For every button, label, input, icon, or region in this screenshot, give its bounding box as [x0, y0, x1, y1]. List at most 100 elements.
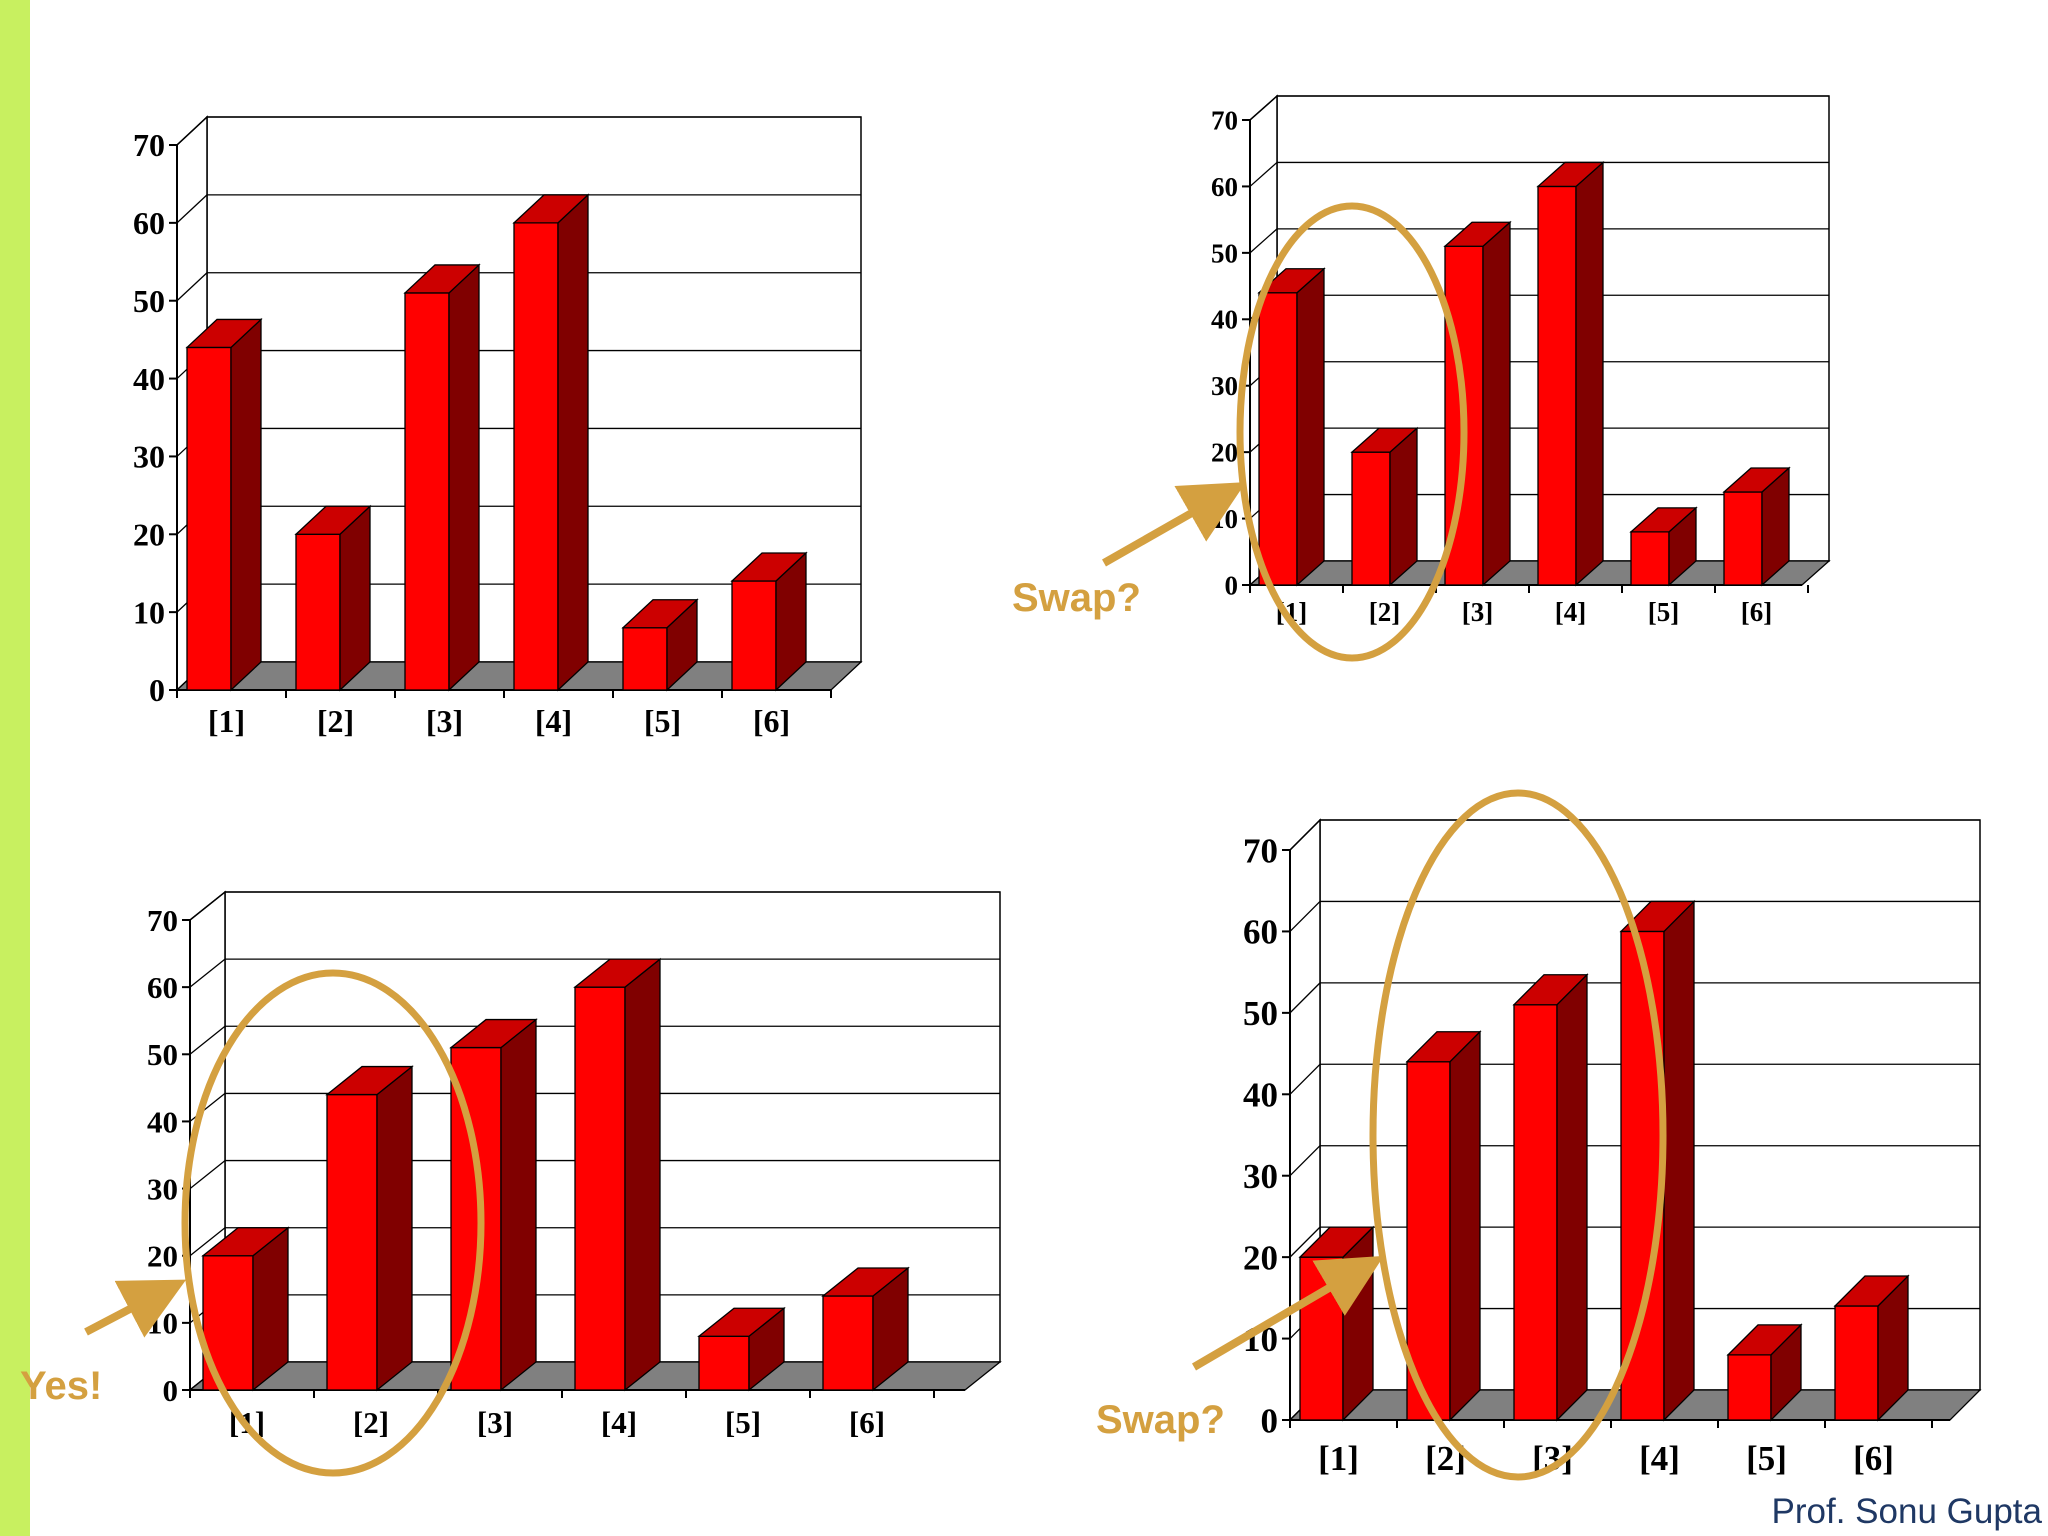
gridline-side	[1249, 161, 1278, 187]
y-tick-label: 20	[133, 516, 165, 552]
bar-side	[1296, 267, 1325, 587]
y-tick-label: 70	[133, 127, 165, 163]
bar-front	[1630, 531, 1670, 586]
bar-chart-compare-1-2: 0 10 20 30 40 50 60 70 [1] [2] [3] [4] [5] [6]	[1211, 94, 1831, 627]
bar-[2]	[1350, 426, 1419, 587]
y-tick-label: 20	[147, 1239, 178, 1274]
bar-side	[624, 957, 661, 1392]
bar-[3]	[1512, 973, 1589, 1422]
bar-front	[1351, 451, 1391, 586]
bar-top	[573, 958, 662, 988]
bar-[6]	[1833, 1274, 1910, 1422]
bar-[5]	[1629, 506, 1698, 587]
bar-top	[1722, 467, 1791, 493]
bar-[1]	[185, 317, 263, 692]
bar-[2]	[294, 504, 372, 692]
bar-front	[1258, 292, 1298, 586]
x-tick-label: [3]	[426, 703, 463, 739]
bar-front	[1444, 245, 1484, 586]
y-tick-label: 10	[147, 1306, 178, 1341]
bar-chart-original: 0 10 20 30 40 50 60 70 [1] [2] [3] [4] [5] [6]	[133, 115, 863, 739]
bar-front	[1727, 1354, 1772, 1421]
bar-side	[1663, 899, 1695, 1422]
x-tick-label: [5]	[725, 1405, 761, 1440]
y-tick-label: 40	[133, 361, 165, 397]
y-tick-label: 0	[163, 1373, 179, 1408]
bar-front	[186, 346, 232, 691]
x-tick-label: [1]	[1276, 597, 1307, 627]
y-tick-label: 10	[1211, 504, 1238, 534]
bar-[1]	[1298, 1225, 1375, 1422]
y-tick-label: 10	[133, 594, 165, 630]
y-tick-label: 20	[1243, 1238, 1278, 1277]
bar-top	[821, 1267, 910, 1297]
bar-side	[230, 317, 262, 692]
x-tick-label: [6]	[1853, 1439, 1894, 1478]
bar-[5]	[621, 598, 699, 692]
bar-front	[1834, 1305, 1879, 1421]
bar-front	[1723, 491, 1763, 586]
x-tick-label: [6]	[753, 703, 790, 739]
bar-front	[295, 533, 341, 691]
y-tick-label: 30	[1211, 371, 1238, 401]
gridline-side	[176, 116, 208, 146]
bar-front	[622, 627, 668, 691]
yes-label: Yes!	[20, 1364, 103, 1408]
gridline-side	[1289, 1226, 1321, 1258]
gridline-side	[1289, 900, 1321, 932]
bar-top	[1536, 161, 1605, 188]
bar-front	[1537, 185, 1577, 586]
bar-[6]	[1722, 466, 1791, 587]
bar-top	[294, 505, 372, 535]
y-tick-label: 50	[147, 1037, 178, 1072]
bar-top	[1726, 1324, 1803, 1356]
gridline-side	[1249, 95, 1278, 121]
y-tick-label: 0	[149, 672, 165, 708]
bar-[5]	[697, 1306, 786, 1392]
bar-front	[1299, 1256, 1344, 1421]
bar-front	[326, 1093, 378, 1391]
gridline-side	[176, 194, 208, 224]
x-tick-label: [6]	[849, 1405, 885, 1440]
bar-chart-after-swap: 0 10 20 30 40 50 60 70 [1] [2] [3] [4] [5] [6]	[147, 890, 1002, 1440]
bar-side	[339, 504, 371, 692]
y-tick-label: 10	[1243, 1320, 1278, 1359]
bar-[4]	[1619, 899, 1696, 1422]
bar-side	[1389, 426, 1418, 587]
x-tick-label: [1]	[208, 703, 245, 739]
side-accent-bar	[0, 0, 30, 1536]
gridline-side	[1289, 1063, 1321, 1095]
gridline-side	[189, 891, 226, 921]
bar-[6]	[730, 551, 808, 692]
bar-[3]	[1443, 220, 1512, 587]
x-tick-label: [1]	[229, 1405, 265, 1440]
x-tick-label: [4]	[1639, 1439, 1680, 1478]
bar-front	[574, 986, 626, 1391]
x-tick-label: [2]	[1369, 597, 1400, 627]
x-tick-label: [4]	[1555, 597, 1586, 627]
bar-front	[1620, 930, 1665, 1421]
bar-[1]	[201, 1226, 290, 1392]
swap-question-label: Swap?	[1012, 576, 1141, 620]
bar-side	[1449, 1030, 1481, 1422]
bar-top	[697, 1307, 786, 1337]
x-tick-label: [2]	[1425, 1439, 1466, 1478]
bar-top	[512, 194, 590, 224]
bar-side	[1482, 220, 1511, 587]
bar-top	[185, 318, 263, 349]
x-tick-label: [5]	[1746, 1439, 1787, 1478]
bar-top	[1629, 507, 1698, 533]
bar-top	[403, 264, 481, 294]
y-tick-label: 50	[1243, 994, 1278, 1033]
bar-front	[404, 292, 450, 691]
y-tick-label: 0	[1261, 1401, 1279, 1440]
y-tick-label: 70	[147, 903, 178, 938]
bar-[3]	[449, 1018, 538, 1392]
x-tick-label: [3]	[477, 1405, 513, 1440]
bar-[4]	[1536, 160, 1605, 587]
bar-side	[376, 1065, 413, 1392]
y-tick-label: 40	[1243, 1076, 1278, 1115]
bar-top	[621, 599, 699, 629]
x-tick-label: [3]	[1532, 1439, 1573, 1478]
y-tick-label: 60	[147, 970, 178, 1005]
